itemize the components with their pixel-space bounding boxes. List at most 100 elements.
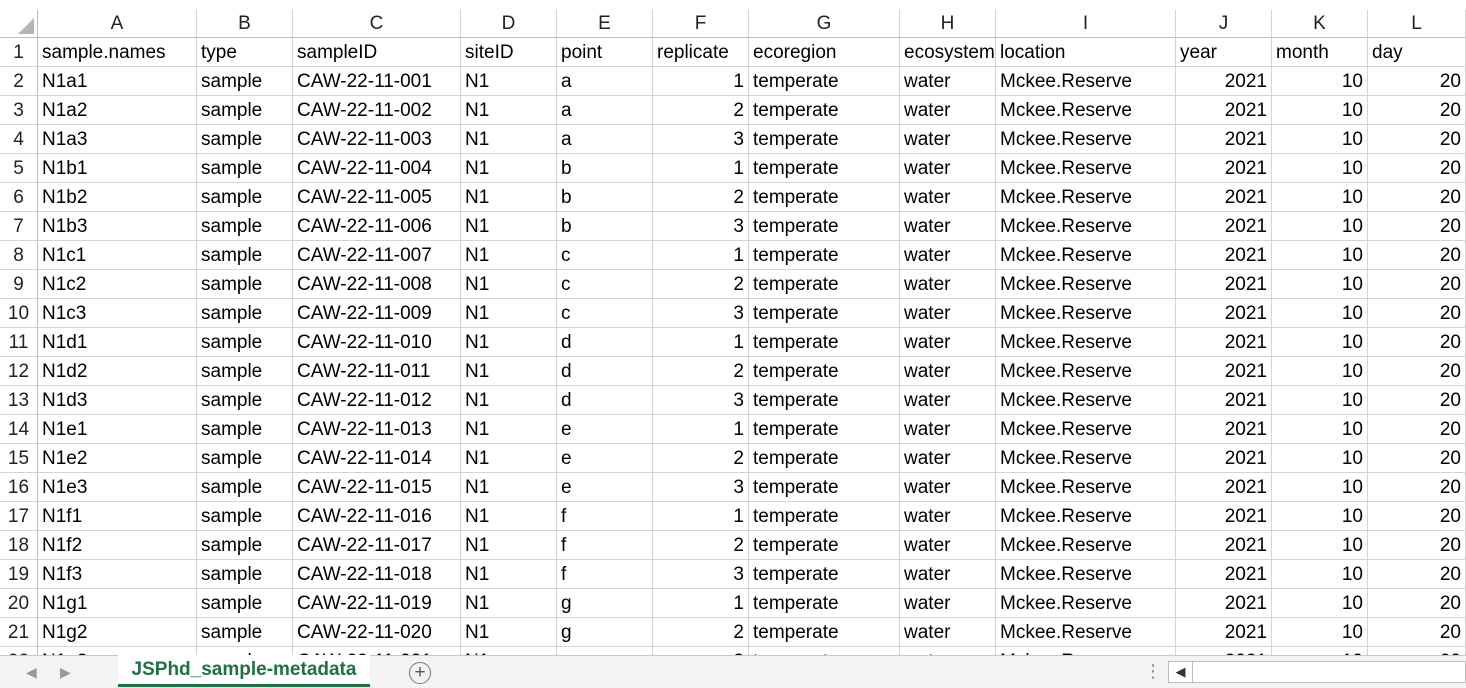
header-cell[interactable]: ecoregion <box>749 38 900 67</box>
table-cell[interactable]: b <box>557 183 653 212</box>
table-cell[interactable]: sample <box>197 531 293 560</box>
row-header[interactable]: 12 <box>0 357 38 386</box>
row-header[interactable]: 10 <box>0 299 38 328</box>
table-cell[interactable]: 2021 <box>1176 241 1272 270</box>
table-cell[interactable]: water <box>900 531 996 560</box>
table-cell[interactable]: 10 <box>1272 96 1368 125</box>
table-cell[interactable]: Mckee.Reserve <box>996 531 1176 560</box>
table-cell[interactable]: Mckee.Reserve <box>996 502 1176 531</box>
table-cell[interactable]: CAW-22-11-014 <box>293 444 461 473</box>
next-sheet-icon[interactable]: ▶ <box>60 664 71 680</box>
header-cell[interactable]: year <box>1176 38 1272 67</box>
table-cell[interactable]: 10 <box>1272 589 1368 618</box>
table-cell[interactable]: CAW-22-11-016 <box>293 502 461 531</box>
table-cell[interactable]: 10 <box>1272 502 1368 531</box>
table-cell[interactable]: water <box>900 415 996 444</box>
table-cell[interactable]: 2 <box>653 96 749 125</box>
header-cell[interactable]: month <box>1272 38 1368 67</box>
table-cell[interactable]: temperate <box>749 473 900 502</box>
table-cell[interactable]: temperate <box>749 125 900 154</box>
table-cell[interactable]: 3 <box>653 125 749 154</box>
table-cell[interactable]: Mckee.Reserve <box>996 183 1176 212</box>
table-cell[interactable]: 20 <box>1368 560 1466 589</box>
header-cell[interactable]: day <box>1368 38 1466 67</box>
table-cell[interactable]: CAW-22-11-006 <box>293 212 461 241</box>
table-cell[interactable]: N1c1 <box>38 241 197 270</box>
table-cell[interactable]: 20 <box>1368 647 1466 655</box>
table-cell[interactable]: sample <box>197 241 293 270</box>
table-cell[interactable]: water <box>900 589 996 618</box>
table-cell[interactable]: N1 <box>461 270 557 299</box>
table-cell[interactable]: N1 <box>461 415 557 444</box>
table-cell[interactable]: 1 <box>653 67 749 96</box>
table-cell[interactable]: 20 <box>1368 618 1466 647</box>
table-cell[interactable]: N1a2 <box>38 96 197 125</box>
table-cell[interactable]: Mckee.Reserve <box>996 96 1176 125</box>
table-cell[interactable]: N1g2 <box>38 618 197 647</box>
table-cell[interactable]: N1d3 <box>38 386 197 415</box>
table-cell[interactable]: N1 <box>461 183 557 212</box>
table-cell[interactable]: CAW-22-11-001 <box>293 67 461 96</box>
table-cell[interactable]: CAW-22-11-012 <box>293 386 461 415</box>
table-cell[interactable]: N1 <box>461 96 557 125</box>
table-cell[interactable]: sample <box>197 328 293 357</box>
table-cell[interactable]: Mckee.Reserve <box>996 270 1176 299</box>
table-cell[interactable]: CAW-22-11-004 <box>293 154 461 183</box>
table-cell[interactable]: 10 <box>1272 67 1368 96</box>
table-cell[interactable]: N1a1 <box>38 67 197 96</box>
table-cell[interactable]: N1e2 <box>38 444 197 473</box>
table-cell[interactable]: N1b2 <box>38 183 197 212</box>
table-cell[interactable]: 2 <box>653 531 749 560</box>
table-cell[interactable]: 10 <box>1272 647 1368 655</box>
table-cell[interactable]: N1 <box>461 473 557 502</box>
table-cell[interactable]: water <box>900 241 996 270</box>
table-cell[interactable]: sample <box>197 299 293 328</box>
table-cell[interactable]: Mckee.Reserve <box>996 154 1176 183</box>
table-cell[interactable]: e <box>557 473 653 502</box>
table-cell[interactable]: Mckee.Reserve <box>996 647 1176 655</box>
table-cell[interactable]: CAW-22-11-018 <box>293 560 461 589</box>
column-header-j[interactable]: J <box>1176 10 1272 38</box>
table-cell[interactable]: Mckee.Reserve <box>996 328 1176 357</box>
header-cell[interactable]: type <box>197 38 293 67</box>
table-cell[interactable]: CAW-22-11-003 <box>293 125 461 154</box>
table-cell[interactable]: N1b1 <box>38 154 197 183</box>
column-header-l[interactable]: L <box>1368 10 1466 38</box>
table-cell[interactable]: 2021 <box>1176 270 1272 299</box>
scroll-left-icon[interactable]: ◀ <box>1169 662 1193 682</box>
table-cell[interactable]: 20 <box>1368 328 1466 357</box>
row-header[interactable]: 7 <box>0 212 38 241</box>
header-cell[interactable]: siteID <box>461 38 557 67</box>
table-cell[interactable]: temperate <box>749 531 900 560</box>
table-cell[interactable]: N1d2 <box>38 357 197 386</box>
table-cell[interactable]: water <box>900 154 996 183</box>
table-cell[interactable]: sample <box>197 444 293 473</box>
header-cell[interactable]: sample.names <box>38 38 197 67</box>
table-cell[interactable]: 2021 <box>1176 357 1272 386</box>
table-cell[interactable]: temperate <box>749 212 900 241</box>
table-cell[interactable]: 10 <box>1272 444 1368 473</box>
header-cell[interactable]: ecosystem <box>900 38 996 67</box>
table-cell[interactable]: 3 <box>653 647 749 655</box>
table-cell[interactable]: 20 <box>1368 444 1466 473</box>
table-cell[interactable]: c <box>557 241 653 270</box>
table-cell[interactable]: CAW-22-11-021 <box>293 647 461 655</box>
prev-sheet-icon[interactable]: ◀ <box>26 664 37 680</box>
table-cell[interactable]: 10 <box>1272 212 1368 241</box>
table-cell[interactable]: N1d1 <box>38 328 197 357</box>
table-cell[interactable]: 1 <box>653 502 749 531</box>
table-cell[interactable]: 20 <box>1368 125 1466 154</box>
row-header[interactable]: 11 <box>0 328 38 357</box>
table-cell[interactable]: N1b3 <box>38 212 197 241</box>
table-cell[interactable]: N1 <box>461 154 557 183</box>
table-cell[interactable]: e <box>557 415 653 444</box>
table-cell[interactable]: Mckee.Reserve <box>996 444 1176 473</box>
table-cell[interactable]: sample <box>197 125 293 154</box>
table-cell[interactable]: 20 <box>1368 212 1466 241</box>
table-cell[interactable]: temperate <box>749 560 900 589</box>
table-cell[interactable]: CAW-22-11-019 <box>293 589 461 618</box>
table-cell[interactable]: water <box>900 618 996 647</box>
more-options-icon[interactable]: ⋮ <box>1144 661 1162 681</box>
table-cell[interactable]: water <box>900 473 996 502</box>
